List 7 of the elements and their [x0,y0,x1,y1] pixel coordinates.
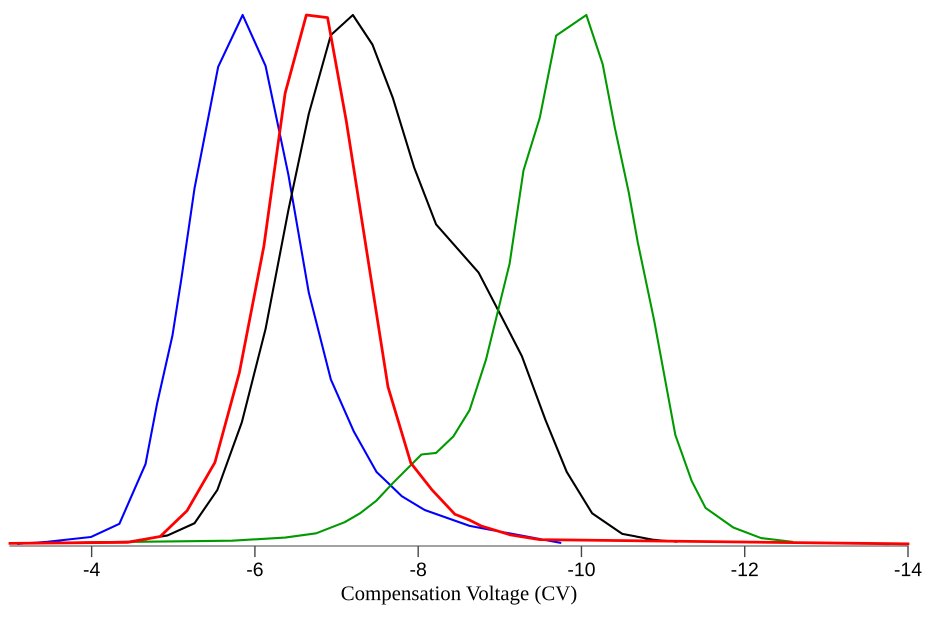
x-tick-label: -6 [247,562,263,576]
x-tick-label: -12 [732,562,758,576]
x-tick-label: -8 [410,562,426,576]
x-tick-label: -4 [84,562,100,576]
x-tick-label: -14 [894,562,922,576]
x-axis-title: Compensation Voltage (CV) [342,586,576,605]
x-tick-label: -10 [568,562,595,576]
